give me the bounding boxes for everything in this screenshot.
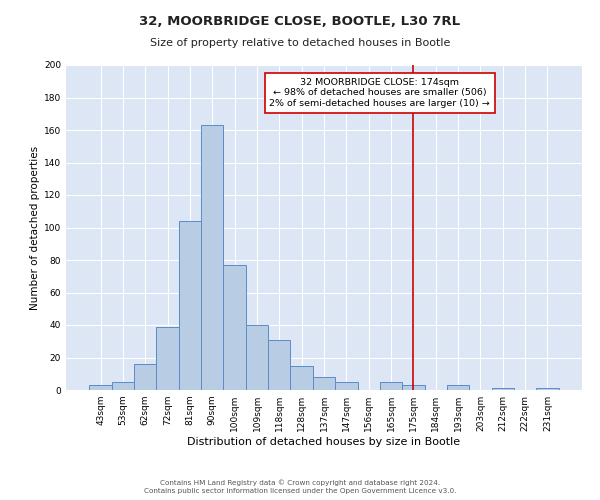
Bar xyxy=(491,388,514,390)
Bar xyxy=(335,382,358,390)
Bar xyxy=(402,385,425,390)
Bar xyxy=(157,326,179,390)
Bar xyxy=(89,385,112,390)
Text: Size of property relative to detached houses in Bootle: Size of property relative to detached ho… xyxy=(150,38,450,48)
Bar xyxy=(380,382,402,390)
Bar xyxy=(268,340,290,390)
Bar xyxy=(536,388,559,390)
Y-axis label: Number of detached properties: Number of detached properties xyxy=(30,146,40,310)
Bar xyxy=(201,125,223,390)
Text: 32, MOORBRIDGE CLOSE, BOOTLE, L30 7RL: 32, MOORBRIDGE CLOSE, BOOTLE, L30 7RL xyxy=(139,15,461,28)
Bar xyxy=(179,221,201,390)
Bar xyxy=(246,325,268,390)
Text: Contains HM Land Registry data © Crown copyright and database right 2024.
Contai: Contains HM Land Registry data © Crown c… xyxy=(144,479,456,494)
Bar xyxy=(447,385,469,390)
Bar xyxy=(112,382,134,390)
Bar xyxy=(290,366,313,390)
X-axis label: Distribution of detached houses by size in Bootle: Distribution of detached houses by size … xyxy=(187,437,461,447)
Bar xyxy=(223,265,246,390)
Text: 32 MOORBRIDGE CLOSE: 174sqm
← 98% of detached houses are smaller (506)
2% of sem: 32 MOORBRIDGE CLOSE: 174sqm ← 98% of det… xyxy=(269,78,490,108)
Bar xyxy=(313,377,335,390)
Bar xyxy=(134,364,157,390)
